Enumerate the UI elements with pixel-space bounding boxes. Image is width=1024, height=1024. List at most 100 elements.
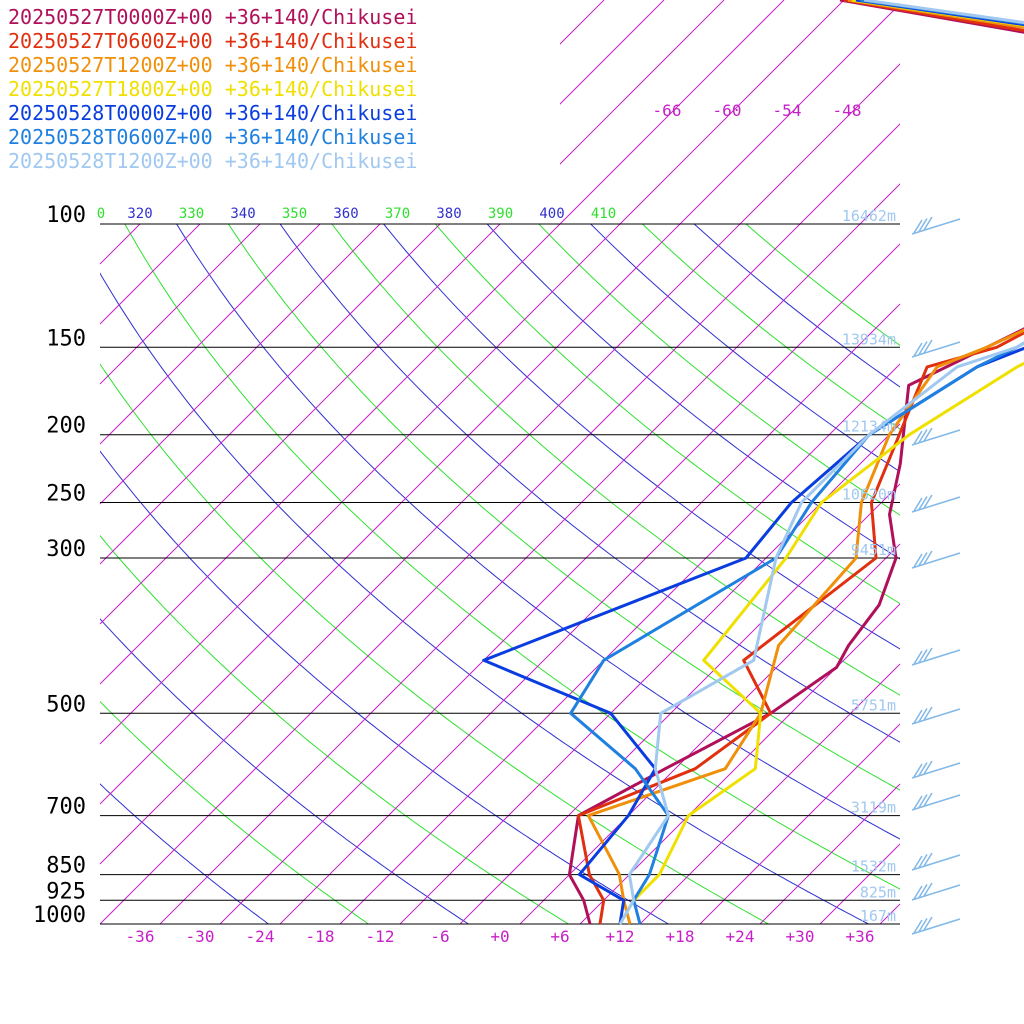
isotherm-line [99,223,801,925]
dry-adiabat [100,363,770,924]
theta-label: 340 [230,206,255,222]
series-line [618,0,1024,925]
pressure-label: 150 [46,326,86,351]
theta-label: 380 [436,206,461,222]
wind-barb [911,792,961,811]
dry-adiabat [434,224,900,605]
height-label: 12134m [842,418,896,436]
pressure-label: 700 [46,795,86,820]
height-label: 825m [860,883,896,901]
wind-barbs [911,216,961,935]
isotherm-line [99,223,321,445]
wind-barb-staff [911,884,961,901]
wind-barb-staff [911,218,961,235]
wind-barb [911,647,961,666]
legend-entry: 20250528T0600Z+00 +36+140/Chikusei [8,125,417,149]
wind-barb-flag [913,219,923,234]
wind-barb-flag [923,647,933,662]
isotherm-line [859,183,900,224]
wind-barb-staff [911,794,961,811]
dry-adiabat [382,224,900,650]
pressure-label: 300 [46,537,86,562]
temperature-tick-label: +18 [666,927,695,946]
temperature-tick-label: +12 [606,927,635,946]
isotherm-line [159,223,861,925]
wind-barb-flag [918,649,928,663]
wind-barb [911,494,961,513]
series-line [569,0,1024,925]
isotherm-line [99,223,501,625]
height-label: 10620m [842,486,896,504]
wind-barb-flag [923,427,933,442]
isotherm-line [560,0,725,165]
temperature-tick-label: -18 [306,927,335,946]
wind-barb [911,852,961,871]
series-line [576,0,1024,925]
wind-barb [911,427,961,446]
wind-barb-flag [918,496,928,510]
dry-adiabat [279,224,900,743]
wind-barb-flag [923,550,933,565]
series-line [482,0,1024,925]
wind-barb-staff [911,429,961,446]
wind-barb-flag [913,855,923,870]
temperature-tick-label: +6 [550,927,569,946]
wind-barb [911,916,961,935]
dry-adiabat [693,224,900,388]
wind-barb-flag [923,916,933,931]
wind-barb-flag [913,497,923,512]
wind-barb-flag [913,885,923,900]
wind-barb-flag [913,763,923,778]
legend-entry: 20250527T0000Z+00 +36+140/Chikusei [8,5,417,29]
wind-barb-staff [911,708,961,725]
legend-entry: 20250527T0600Z+00 +36+140/Chikusei [8,29,417,53]
dry-adiabats [100,224,900,924]
height-label: 9451m [851,541,896,559]
isotherm-line [339,363,901,925]
upper-temperature-label: -60 [713,101,742,120]
upper-temperature-label: -48 [833,101,862,120]
isotherms [99,0,1024,925]
isotherm-line [99,223,681,805]
pressure-label: 200 [46,414,86,439]
isotherm-line [920,0,1024,224]
wind-barb [911,882,961,901]
legend-entry: 20250528T0000Z+00 +36+140/Chikusei [8,101,417,125]
wind-barb-staff [911,762,961,779]
wind-barb-flag [913,795,923,810]
wind-barb-flag [913,430,923,445]
temperature-tick-label: -6 [430,927,449,946]
isotherm-line [619,0,845,224]
wind-barb-flag [918,794,928,808]
legend: 20250527T0000Z+00 +36+140/Chikusei202505… [8,5,417,173]
temperature-tick-label: -12 [366,927,395,946]
dry-adiabat [641,224,900,430]
isotherm-line [99,223,741,865]
upper-temperature-label: -54 [773,101,802,120]
wind-barb-flag [918,854,928,868]
isotherm-line [519,543,901,925]
dry-adiabat [124,224,900,890]
isotherm-line [99,223,201,325]
isotherm-line [699,723,901,925]
dry-adiabat [100,534,570,924]
wind-barb [911,760,961,779]
pressure-label: 925 [46,879,86,904]
wind-barb-staff [911,496,961,513]
temperature-tick-label: +36 [846,927,875,946]
wind-barb-flag [918,429,928,443]
wind-barb [911,339,961,358]
theta-label: 0 [97,206,105,222]
isobars [100,223,900,925]
wind-barb-flag [923,792,933,807]
theta-label: 320 [127,206,152,222]
wind-barb-flag [913,553,923,568]
wind-barb-flag [918,552,928,566]
wind-barb-flag [923,882,933,897]
wind-barb-flag [918,341,928,355]
wind-barb-flag [913,709,923,724]
dry-adiabat [100,783,270,924]
isotherm-line [99,223,141,265]
dry-adiabat [589,224,900,473]
